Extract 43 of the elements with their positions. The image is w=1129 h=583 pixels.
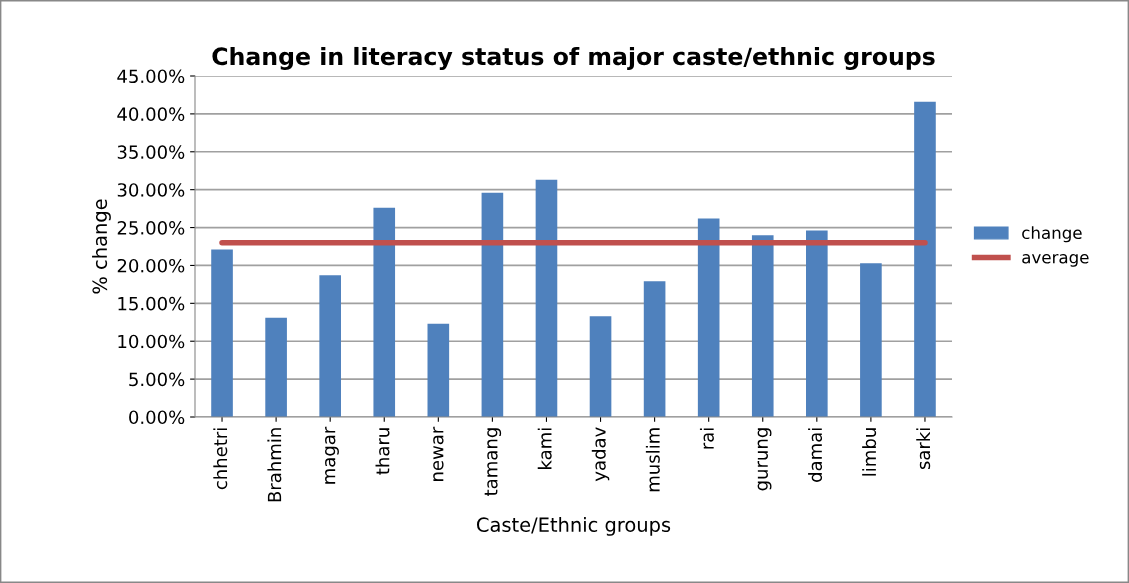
bar [265, 317, 287, 417]
bar [860, 263, 882, 417]
bar [806, 230, 828, 417]
x-tick-label: muslim [645, 428, 660, 492]
x-tick-label: newar [433, 426, 444, 481]
bar [481, 192, 504, 417]
x-tick-label: magar [325, 426, 339, 484]
bar [914, 101, 936, 417]
x-tick-label: gurung [757, 428, 772, 491]
y-tick-label: 30.00% [117, 183, 185, 197]
y-tick-label: 35.00% [117, 145, 185, 159]
y-tick-label: 45.00% [117, 69, 185, 84]
bar [211, 249, 233, 417]
x-tick-label: rai [699, 428, 714, 449]
x-tick-label: limbu [862, 428, 877, 476]
y-tick-label: 15.00% [118, 296, 185, 311]
x-tick-label: tharu [375, 428, 390, 475]
y-tick-label: 0.00% [129, 410, 185, 425]
y-tick-label: 40.00% [117, 107, 185, 122]
bar [319, 275, 341, 417]
bar [427, 323, 450, 417]
legend-label: average [1022, 254, 1089, 267]
legend-label: change [1022, 226, 1082, 243]
x-tick-label: damai [808, 428, 823, 482]
bar [697, 218, 720, 417]
bar [643, 281, 666, 417]
x-tick-label: kami [537, 428, 552, 469]
x-tick-label: sarki [916, 428, 931, 470]
bar [373, 207, 396, 417]
y-tick-label: 25.00% [117, 221, 185, 235]
y-axis-title: % change [92, 199, 111, 294]
y-tick-label: 20.00% [117, 258, 185, 273]
x-axis-title: Caste/Ethnic groups [477, 516, 671, 536]
chart-title: Change in literacy status of major caste/ethnic groups [212, 46, 935, 70]
bar [589, 316, 612, 417]
x-tick-label: Brahmin [267, 428, 282, 502]
x-tick-label: chhetri [213, 428, 228, 490]
x-tick-label: tamang [484, 428, 502, 496]
bar [535, 179, 558, 417]
bar [751, 235, 774, 417]
y-tick-label: 5.00% [129, 372, 185, 387]
x-tick-label: yadav [591, 427, 610, 482]
y-tick-label: 10.00% [118, 334, 185, 349]
